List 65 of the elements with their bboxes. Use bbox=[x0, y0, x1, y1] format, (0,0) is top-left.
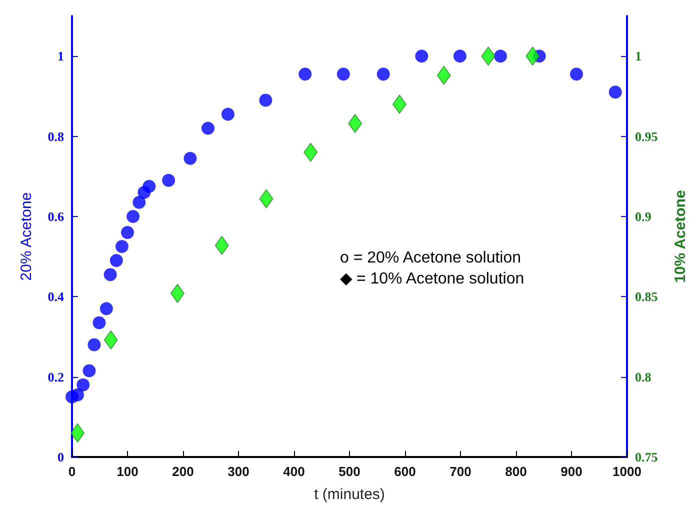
point bbox=[82, 364, 96, 378]
y2-axis-title: 10% Acetone bbox=[672, 190, 689, 283]
point bbox=[184, 152, 197, 165]
point bbox=[88, 338, 101, 352]
y2-tick-label: 0.8 bbox=[635, 369, 652, 384]
point bbox=[298, 68, 312, 81]
y-tick-label: 1 bbox=[58, 48, 64, 64]
point bbox=[214, 236, 229, 255]
point bbox=[70, 423, 85, 442]
point bbox=[132, 196, 146, 209]
point bbox=[221, 108, 234, 121]
point bbox=[453, 50, 466, 63]
point bbox=[142, 180, 156, 193]
point bbox=[415, 50, 428, 63]
x-tick-label: 500 bbox=[338, 464, 360, 479]
x-tick-label: 300 bbox=[228, 464, 250, 479]
x-tick-label: 100 bbox=[116, 464, 138, 479]
y2-tick-label: 1 bbox=[635, 48, 642, 64]
x-tick-label: 900 bbox=[560, 464, 582, 479]
point bbox=[494, 50, 507, 63]
annotation: ◆ = 10% Acetone solution bbox=[340, 270, 524, 288]
point bbox=[104, 268, 117, 282]
y-axis-title: 20% Acetone bbox=[18, 192, 35, 281]
point bbox=[348, 114, 362, 133]
x-axis-title: t (minutes) bbox=[314, 486, 385, 503]
point bbox=[121, 226, 134, 239]
point bbox=[71, 388, 84, 402]
point bbox=[259, 189, 274, 208]
point bbox=[100, 302, 113, 316]
x-tick-label: 700 bbox=[450, 464, 472, 479]
x-tick-label: 600 bbox=[394, 464, 416, 479]
y2-tick-label: 0.85 bbox=[635, 289, 658, 304]
y2-tick-label: 0.95 bbox=[635, 128, 658, 144]
point bbox=[115, 240, 128, 254]
point bbox=[570, 68, 583, 81]
annotation: o = 20% Acetone solution bbox=[340, 250, 522, 266]
y-tick-label: 0.8 bbox=[48, 128, 64, 144]
y-tick-label: 0.4 bbox=[48, 289, 64, 304]
x-tick-label: 400 bbox=[283, 464, 305, 479]
point bbox=[92, 316, 106, 330]
point bbox=[336, 68, 350, 81]
x-tick-label: 1000 bbox=[612, 464, 642, 479]
point bbox=[76, 378, 90, 392]
point bbox=[436, 66, 451, 85]
point bbox=[392, 94, 406, 114]
x-tick-label: 200 bbox=[172, 464, 194, 479]
y2-tick-label: 0.75 bbox=[635, 450, 658, 464]
point bbox=[126, 210, 140, 223]
y-tick-label: 0.6 bbox=[48, 208, 64, 224]
point bbox=[608, 86, 622, 99]
point bbox=[104, 330, 118, 350]
point bbox=[376, 68, 390, 81]
point bbox=[110, 254, 123, 268]
y-tick-label: 0.2 bbox=[48, 369, 64, 384]
point bbox=[259, 94, 272, 107]
point bbox=[481, 46, 496, 66]
point bbox=[162, 174, 176, 187]
point bbox=[170, 284, 184, 303]
point bbox=[304, 142, 318, 162]
y2-tick-label: 0.9 bbox=[635, 208, 652, 224]
x-tick-label: 800 bbox=[505, 464, 527, 479]
point bbox=[201, 122, 214, 135]
x-tick-label: 0 bbox=[68, 464, 76, 479]
point bbox=[526, 46, 540, 66]
y-tick-label: 0 bbox=[58, 450, 64, 464]
